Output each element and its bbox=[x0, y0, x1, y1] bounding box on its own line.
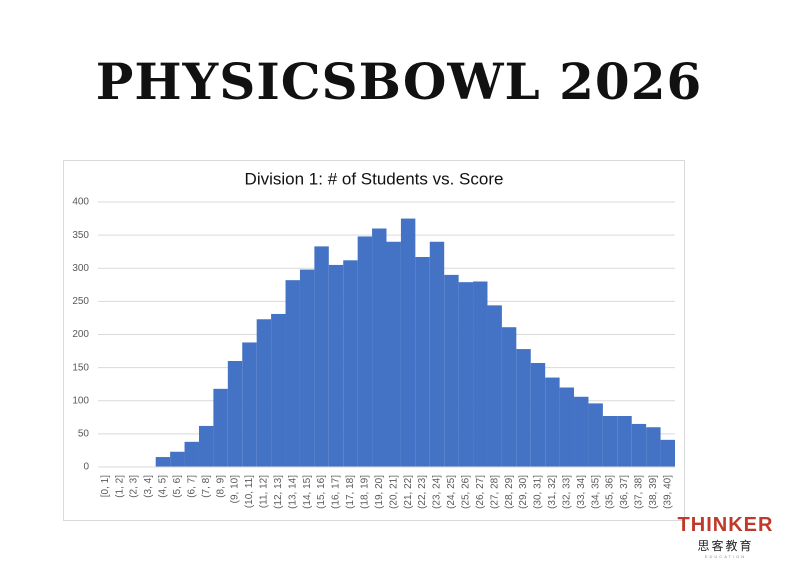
x-tick-label: (24, 25] bbox=[446, 475, 457, 509]
x-tick-label: (11, 12] bbox=[259, 475, 270, 508]
bar bbox=[559, 387, 575, 467]
x-tick-label: (19, 20] bbox=[374, 475, 385, 509]
logo-text: THINKER bbox=[677, 514, 774, 536]
y-tick-label: 300 bbox=[72, 263, 89, 274]
logo-chinese: 思客教育 bbox=[697, 539, 754, 553]
bar bbox=[213, 388, 228, 467]
y-tick-label: 50 bbox=[78, 429, 90, 440]
bar bbox=[602, 415, 618, 467]
x-tick-label: (29, 30] bbox=[518, 475, 529, 509]
bar bbox=[530, 362, 546, 467]
page-title: PHYSICSBOWL 2026 bbox=[95, 52, 703, 111]
bar bbox=[328, 264, 344, 467]
logo-sub: EDUCATION bbox=[704, 554, 747, 559]
chart-title: Division 1: # of Students vs. Score bbox=[245, 169, 504, 188]
x-tick-label: (13, 14] bbox=[287, 475, 298, 509]
bar bbox=[386, 241, 401, 467]
x-tick-label: (18, 19] bbox=[360, 475, 371, 509]
bar bbox=[256, 319, 272, 467]
y-tick-label: 250 bbox=[72, 296, 89, 307]
bar bbox=[501, 327, 517, 467]
x-tick-label: (31, 32] bbox=[547, 475, 558, 509]
bar bbox=[271, 313, 286, 467]
x-tick-label: (38, 39] bbox=[648, 475, 659, 509]
x-tick-label: (4, 5] bbox=[158, 475, 169, 498]
x-tick-label: (37, 38] bbox=[634, 475, 645, 509]
logo: THINKER 思客教育 EDUCATION bbox=[668, 514, 783, 559]
bar bbox=[415, 256, 430, 467]
bar bbox=[617, 415, 632, 467]
bar bbox=[516, 349, 531, 467]
bar bbox=[444, 274, 459, 467]
x-tick-label: (3, 4] bbox=[143, 475, 154, 498]
y-tick-label: 200 bbox=[72, 329, 89, 340]
bar bbox=[588, 403, 603, 467]
x-tick-label: (10, 11] bbox=[244, 475, 255, 508]
x-tick-label: (14, 15] bbox=[302, 475, 313, 509]
bar bbox=[198, 425, 214, 467]
x-tick-label: (39, 40] bbox=[662, 475, 673, 509]
bar bbox=[170, 451, 185, 467]
x-tick-label: (6, 7] bbox=[186, 475, 197, 498]
x-tick-label: (32, 33] bbox=[561, 475, 572, 509]
x-tick-label: [0, 1] bbox=[100, 475, 111, 497]
y-tick-label: 400 bbox=[72, 197, 89, 208]
bar bbox=[545, 377, 560, 467]
bar bbox=[299, 269, 315, 467]
bar bbox=[285, 280, 300, 467]
bar bbox=[357, 236, 373, 467]
x-tick-label: (28, 29] bbox=[504, 475, 515, 509]
x-tick-label: (20, 21] bbox=[388, 475, 399, 509]
bar bbox=[429, 241, 445, 467]
bar bbox=[458, 282, 474, 467]
bar bbox=[487, 305, 502, 467]
y-tick-label: 350 bbox=[72, 230, 89, 241]
x-tick-label: (17, 18] bbox=[345, 475, 356, 509]
x-tick-label: (5, 6] bbox=[172, 475, 183, 498]
x-tick-label: (34, 35] bbox=[590, 475, 601, 509]
x-tick-label: (25, 26] bbox=[460, 475, 471, 509]
x-tick-label: (2, 3] bbox=[129, 475, 140, 498]
x-tick-label: (1, 2] bbox=[114, 475, 125, 498]
bar bbox=[242, 342, 257, 467]
x-tick-label: (15, 16] bbox=[316, 475, 327, 509]
x-tick-label: (7, 8] bbox=[201, 475, 212, 498]
x-tick-label: (36, 37] bbox=[619, 475, 630, 509]
y-tick-label: 0 bbox=[83, 462, 89, 473]
x-tick-label: (33, 34] bbox=[576, 475, 587, 509]
bar bbox=[646, 427, 661, 467]
x-tick-label: (8, 9] bbox=[215, 475, 226, 498]
x-tick-label: (35, 36] bbox=[605, 475, 616, 509]
x-tick-label: (9, 10] bbox=[230, 475, 241, 504]
bar bbox=[400, 218, 416, 467]
bar bbox=[227, 361, 243, 467]
bar bbox=[372, 228, 387, 467]
x-tick-label: (12, 13] bbox=[273, 475, 284, 509]
bar bbox=[574, 396, 589, 467]
x-tick-label: (27, 28] bbox=[489, 475, 500, 509]
x-tick-label: (23, 24] bbox=[432, 475, 443, 509]
bar bbox=[314, 246, 329, 467]
x-tick-label: (26, 27] bbox=[475, 475, 486, 509]
x-tick-label: (22, 23] bbox=[417, 475, 428, 509]
bar bbox=[184, 441, 199, 467]
y-tick-label: 100 bbox=[72, 395, 89, 406]
bar bbox=[155, 457, 171, 467]
bar bbox=[343, 260, 358, 467]
bar bbox=[631, 423, 647, 467]
bar bbox=[473, 281, 488, 467]
chart-frame bbox=[63, 160, 685, 521]
x-tick-label: (21, 22] bbox=[403, 475, 414, 509]
x-tick-label: (30, 31] bbox=[533, 475, 544, 509]
y-tick-label: 150 bbox=[72, 362, 89, 373]
bar bbox=[660, 439, 675, 467]
x-tick-label: (16, 17] bbox=[331, 475, 342, 509]
